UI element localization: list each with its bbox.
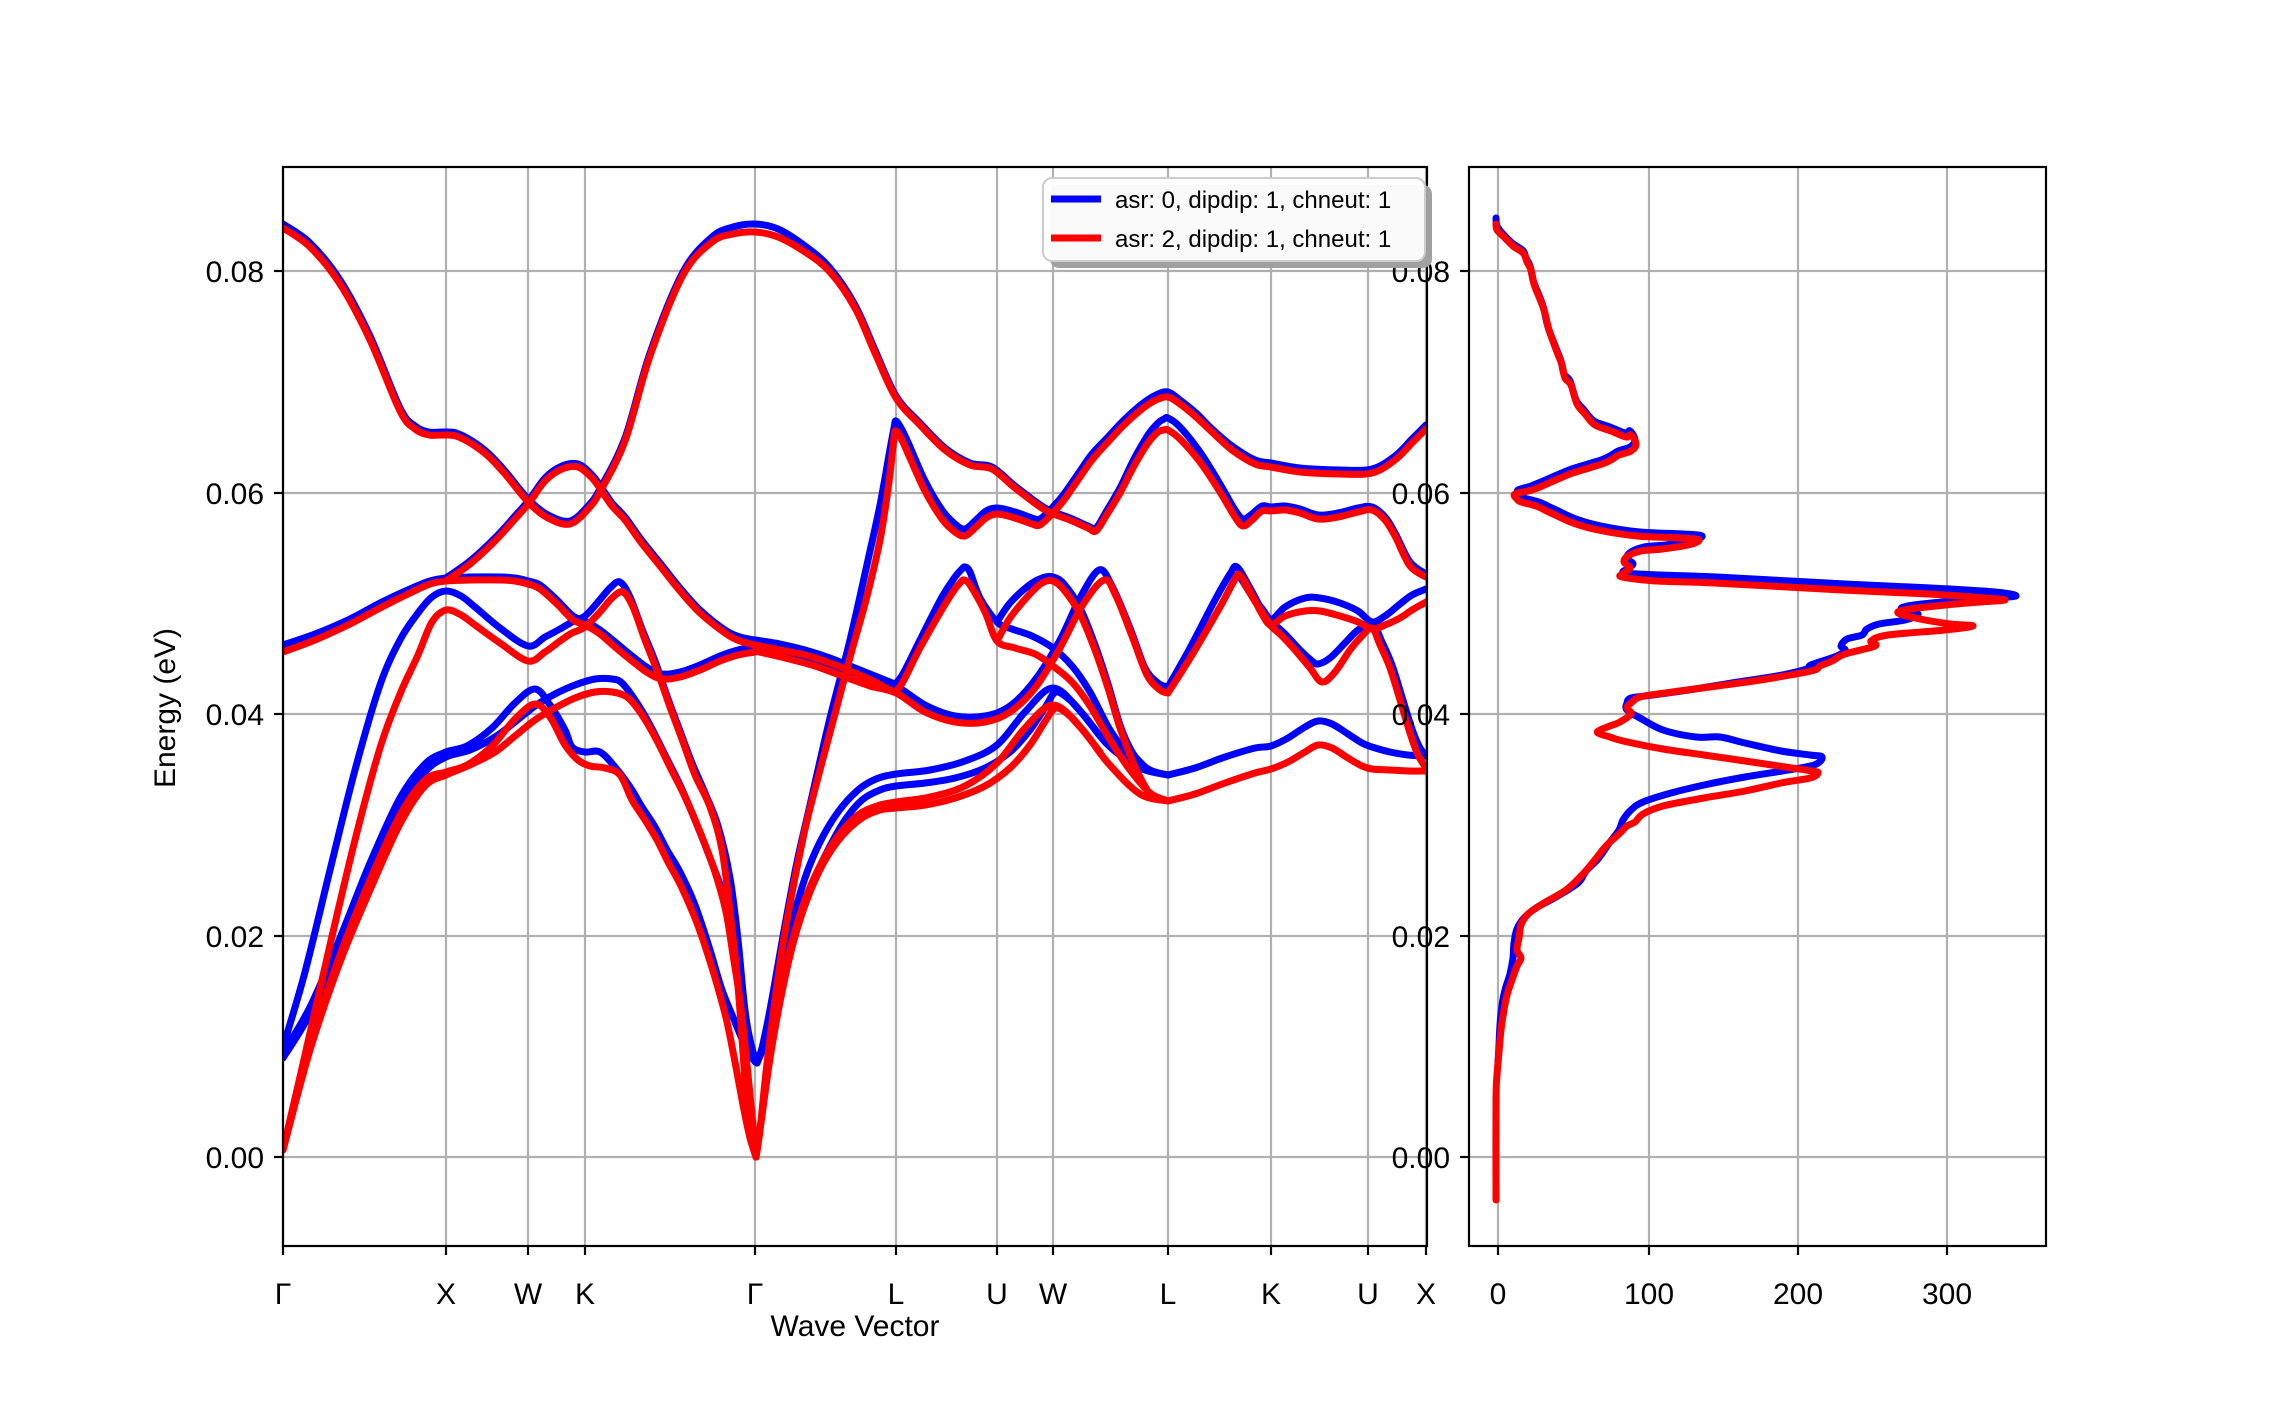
- svg-text:0.02: 0.02: [206, 921, 264, 954]
- svg-text:Wave Vector: Wave Vector: [771, 1310, 940, 1343]
- svg-text:W: W: [1039, 1278, 1068, 1311]
- svg-text:U: U: [1357, 1278, 1379, 1311]
- svg-text:L: L: [888, 1278, 905, 1311]
- svg-text:300: 300: [1922, 1278, 1972, 1311]
- svg-text:200: 200: [1773, 1278, 1823, 1311]
- svg-text:0.06: 0.06: [206, 478, 264, 511]
- svg-text:0.06: 0.06: [1392, 478, 1450, 511]
- svg-text:X: X: [436, 1278, 456, 1311]
- svg-text:0: 0: [1490, 1278, 1507, 1311]
- svg-text:L: L: [1160, 1278, 1177, 1311]
- svg-text:0.08: 0.08: [206, 256, 264, 289]
- svg-text:0.00: 0.00: [1392, 1142, 1450, 1175]
- svg-text:0.04: 0.04: [1392, 699, 1450, 732]
- svg-text:Γ: Γ: [275, 1278, 292, 1311]
- svg-text:asr: 2, dipdip: 1, chneut: 1: asr: 2, dipdip: 1, chneut: 1: [1115, 226, 1391, 253]
- svg-text:U: U: [986, 1278, 1008, 1311]
- svg-text:Γ: Γ: [747, 1278, 764, 1311]
- svg-text:K: K: [575, 1278, 595, 1311]
- svg-text:0.02: 0.02: [1392, 921, 1450, 954]
- svg-text:0.00: 0.00: [206, 1142, 264, 1175]
- svg-text:W: W: [514, 1278, 543, 1311]
- svg-text:X: X: [1416, 1278, 1436, 1311]
- svg-text:100: 100: [1624, 1278, 1674, 1311]
- svg-text:K: K: [1261, 1278, 1281, 1311]
- svg-text:0.04: 0.04: [206, 699, 264, 732]
- svg-text:asr: 0, dipdip: 1, chneut: 1: asr: 0, dipdip: 1, chneut: 1: [1115, 187, 1391, 214]
- svg-text:Energy (eV): Energy (eV): [149, 628, 182, 788]
